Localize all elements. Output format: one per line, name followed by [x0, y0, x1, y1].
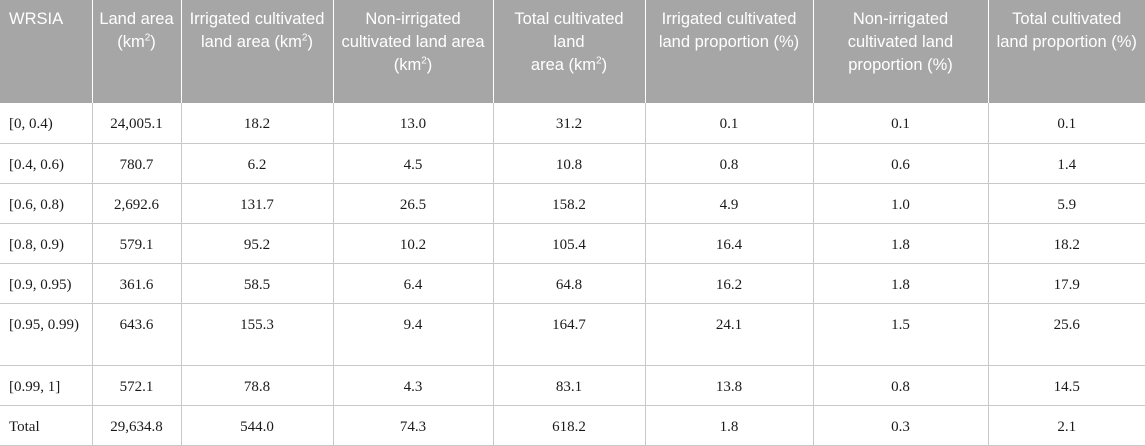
- table-header: WRSIA Land area (km2) Irrigated cultivat…: [0, 0, 1145, 103]
- header-row: WRSIA Land area (km2) Irrigated cultivat…: [0, 0, 1145, 103]
- table-cell: 16.2: [645, 263, 814, 304]
- table-cell: 14.5: [988, 365, 1145, 406]
- table-cell: 105.4: [493, 223, 646, 264]
- table-cell: 618.2: [493, 405, 646, 446]
- column-header: Irrigated cultivated land area (km2): [181, 0, 334, 103]
- table-cell: 9.4: [333, 303, 494, 366]
- table-cell: 780.7: [92, 143, 182, 184]
- table-cell: 16.4: [645, 223, 814, 264]
- table-row: Total 29,634.8 544.0 74.3 618.2 1.8 0.3 2.1: [0, 405, 1145, 446]
- table-cell: 1.5: [813, 303, 989, 366]
- table-cell: 0.6: [813, 143, 989, 184]
- column-header: Land area (km2): [92, 0, 182, 103]
- table-cell: [0.8, 0.9): [0, 223, 93, 264]
- table-cell: 0.1: [988, 103, 1145, 144]
- table-cell: 29,634.8: [92, 405, 182, 446]
- table-cell: 0.3: [813, 405, 989, 446]
- column-header: Total cultivated land area (km2): [493, 0, 646, 103]
- table-row: [0.8, 0.9) 579.1 95.2 10.2 105.4 16.4 1.8 18.2: [0, 223, 1145, 264]
- column-header: Total cultivated land proportion (%): [988, 0, 1145, 103]
- table-cell: 131.7: [181, 183, 334, 224]
- column-header: Irrigated cultivated land proportion (%): [645, 0, 814, 103]
- table-cell: 24,005.1: [92, 103, 182, 144]
- table-cell: 10.8: [493, 143, 646, 184]
- table-cell: 155.3: [181, 303, 334, 366]
- table-cell: 6.4: [333, 263, 494, 304]
- table-cell: 58.5: [181, 263, 334, 304]
- table-cell: 361.6: [92, 263, 182, 304]
- table-cell: [0, 0.4): [0, 103, 93, 144]
- table-cell: 1.8: [645, 405, 814, 446]
- table-cell: 5.9: [988, 183, 1145, 224]
- table-row: [0.9, 0.95) 361.6 58.5 6.4 64.8 16.2 1.8 17.9: [0, 263, 1145, 304]
- column-header: WRSIA: [0, 0, 93, 103]
- table-cell: 18.2: [181, 103, 334, 144]
- table-cell: 2,692.6: [92, 183, 182, 224]
- table-cell: 83.1: [493, 365, 646, 406]
- table-cell: 4.9: [645, 183, 814, 224]
- table-row: [0.6, 0.8) 2,692.6 131.7 26.5 158.2 4.9 1.0 5.9: [0, 183, 1145, 224]
- table-cell: [0.9, 0.95): [0, 263, 93, 304]
- table-cell: 572.1: [92, 365, 182, 406]
- table-cell: 158.2: [493, 183, 646, 224]
- table-cell: [0.4, 0.6): [0, 143, 93, 184]
- table-row: [0.4, 0.6) 780.7 6.2 4.5 10.8 0.8 0.6 1.4: [0, 143, 1145, 184]
- table-cell: 4.3: [333, 365, 494, 406]
- table-cell: 2.1: [988, 405, 1145, 446]
- table-cell: 0.8: [645, 143, 814, 184]
- table-row: [0.99, 1] 572.1 78.8 4.3 83.1 13.8 0.8 14.5: [0, 365, 1145, 406]
- column-header: Non-irrigated cultivated land proportion…: [813, 0, 989, 103]
- table-cell: 13.0: [333, 103, 494, 144]
- table-row: [0, 0.4) 24,005.1 18.2 13.0 31.2 0.1 0.1 0.1: [0, 103, 1145, 144]
- table-body: [0, 0.4) 24,005.1 18.2 13.0 31.2 0.1 0.1 0.1 [0.…: [0, 103, 1145, 446]
- table-cell: 78.8: [181, 365, 334, 406]
- column-header: Non-irrigated cultivated land area (km2): [333, 0, 494, 103]
- table-row: [0.95, 0.99) 643.6 155.3 9.4 164.7 24.1 1.5 25.…: [0, 303, 1145, 366]
- table-cell: 18.2: [988, 223, 1145, 264]
- table-cell: 544.0: [181, 405, 334, 446]
- table-cell: 0.1: [645, 103, 814, 144]
- table-cell: 1.0: [813, 183, 989, 224]
- table-cell: 0.8: [813, 365, 989, 406]
- table-cell: 26.5: [333, 183, 494, 224]
- table-cell: 31.2: [493, 103, 646, 144]
- table-cell: 164.7: [493, 303, 646, 366]
- table-cell: [0.99, 1]: [0, 365, 93, 406]
- table-cell: 10.2: [333, 223, 494, 264]
- table-cell: 25.6: [988, 303, 1145, 366]
- table-cell: [0.6, 0.8): [0, 183, 93, 224]
- table-cell: 95.2: [181, 223, 334, 264]
- table-cell: [0.95, 0.99): [0, 303, 93, 366]
- table-cell: 1.4: [988, 143, 1145, 184]
- table-cell: 1.8: [813, 223, 989, 264]
- table-cell: Total: [0, 405, 93, 446]
- table-cell: 17.9: [988, 263, 1145, 304]
- table-cell: 579.1: [92, 223, 182, 264]
- table-cell: 13.8: [645, 365, 814, 406]
- table-cell: 24.1: [645, 303, 814, 366]
- table-cell: 6.2: [181, 143, 334, 184]
- table-cell: 0.1: [813, 103, 989, 144]
- table-cell: 74.3: [333, 405, 494, 446]
- table-cell: 64.8: [493, 263, 646, 304]
- table-cell: 1.8: [813, 263, 989, 304]
- table-cell: 4.5: [333, 143, 494, 184]
- table-cell: 643.6: [92, 303, 182, 366]
